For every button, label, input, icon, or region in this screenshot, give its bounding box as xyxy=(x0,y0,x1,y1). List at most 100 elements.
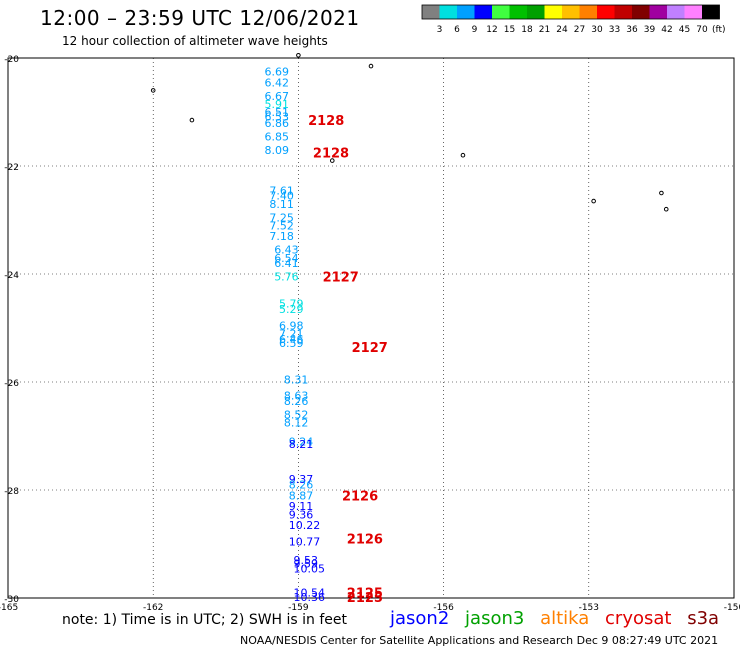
legend-s3a: s3a xyxy=(687,608,720,629)
wave-height-value: 7.21 xyxy=(279,327,304,340)
colorbar-label: 6 xyxy=(454,25,460,35)
colorbar-swatch xyxy=(684,5,702,19)
colorbar-label: 24 xyxy=(556,25,568,35)
wave-height-value: 10.77 xyxy=(289,535,321,548)
pass-number-label: 2126 xyxy=(342,489,378,504)
x-tick-label: -159 xyxy=(288,603,309,610)
island-marker xyxy=(296,53,301,58)
legend-altika: altika xyxy=(540,608,590,629)
wave-height-value: 6.98 xyxy=(279,319,304,332)
plot-frame xyxy=(7,57,735,599)
colorbar-label: 18 xyxy=(521,25,533,35)
wave-height-value: 9.59 xyxy=(294,557,319,570)
y-tick-label: -22 xyxy=(4,163,19,173)
colorbar-label: 33 xyxy=(609,25,620,35)
x-tick-label: -150 xyxy=(724,603,740,610)
wave-height-value: 8.21 xyxy=(289,438,314,451)
wave-height-value: 6.69 xyxy=(265,66,290,79)
pass-number-label: 2127 xyxy=(352,341,388,356)
wave-height-value: 7.52 xyxy=(269,219,294,232)
colorbar-label: 70 xyxy=(696,25,708,35)
chart-title: 12:00 – 23:59 UTC 12/06/2021 xyxy=(40,6,360,30)
pass-number-label: 2125 xyxy=(347,587,383,602)
wave-height-value: 6.86 xyxy=(265,117,290,130)
island-marker xyxy=(368,63,374,69)
x-tick-label: -156 xyxy=(433,603,454,610)
wave-height-value: 5.29 xyxy=(279,303,304,316)
wave-height-value: 10.36 xyxy=(294,591,326,604)
colorbar-swatch xyxy=(474,5,492,19)
wave-height-value: 5.91 xyxy=(265,98,290,111)
chart-subtitle: 12 hour collection of altimeter wave hei… xyxy=(62,34,328,48)
island-marker xyxy=(150,88,156,93)
wave-height-value: 8.31 xyxy=(284,373,309,386)
pass-number-label: 2127 xyxy=(323,271,359,286)
colorbar-label: 27 xyxy=(574,25,585,35)
colorbar-label: 12 xyxy=(486,25,497,35)
y-tick-label: -28 xyxy=(4,487,19,497)
y-tick-label: -26 xyxy=(4,379,19,389)
wave-height-value: 8.26 xyxy=(284,395,309,408)
colorbar-swatch xyxy=(439,5,457,19)
wave-height-value: 7.25 xyxy=(269,211,294,224)
wave-height-value: 8.87 xyxy=(289,489,314,502)
wave-height-value: 7.40 xyxy=(269,190,294,203)
colorbar-label: 39 xyxy=(644,25,656,35)
pass-number-label: 2126 xyxy=(347,533,383,548)
colorbar-swatch xyxy=(614,5,632,19)
colorbar-swatch xyxy=(492,5,510,19)
wave-height-value: 8.09 xyxy=(265,144,290,157)
wave-height-value: 10.54 xyxy=(294,587,326,600)
satellite-legend: jason2 jason3 altika cryosat s3a xyxy=(390,608,729,629)
wave-height-value: 5.76 xyxy=(274,271,299,284)
units-note: note: 1) Time is in UTC; 2) SWH is in fe… xyxy=(62,612,348,628)
wave-height-value: 8.26 xyxy=(289,479,314,492)
colorbar-swatch xyxy=(562,5,580,19)
colorbar-swatch xyxy=(457,5,475,19)
wave-height-value: 6.46 xyxy=(279,333,304,346)
wave-height-value: 6.41 xyxy=(274,257,299,270)
island-marker xyxy=(329,158,335,163)
colorbar-swatch xyxy=(422,5,440,19)
colorbar-swatch xyxy=(544,5,562,19)
colorbar-label: 30 xyxy=(591,25,603,35)
colorbar-label: 45 xyxy=(679,25,690,35)
footer-credit: NOAA/NESDIS Center for Satellite Applica… xyxy=(240,634,719,647)
island-marker xyxy=(663,206,669,212)
colorbar-swatch xyxy=(579,5,597,19)
y-tick-label: -20 xyxy=(4,55,19,65)
colorbar-swatch xyxy=(667,5,685,19)
colorbar-label: 9 xyxy=(472,25,478,35)
island-marker xyxy=(659,190,664,196)
wave-height-value: 6.67 xyxy=(265,90,290,103)
wave-height-value: 7.61 xyxy=(269,184,294,197)
colorbar-swatch xyxy=(649,5,667,19)
colorbar-label: 15 xyxy=(504,25,515,35)
colorbar-unit: (ft) xyxy=(712,25,726,35)
wave-height-value: 8.11 xyxy=(269,198,294,211)
pass-number-label: 2125 xyxy=(347,591,383,606)
wave-height-value: 6.51 xyxy=(265,106,290,119)
wave-height-value: 10.22 xyxy=(289,519,321,532)
island-marker xyxy=(189,117,195,123)
wave-height-value: 9.24 xyxy=(289,435,314,448)
wave-height-value: 10.05 xyxy=(294,562,326,575)
island-marker xyxy=(591,198,596,204)
colorbar-label: 21 xyxy=(539,25,550,35)
y-tick-label: -30 xyxy=(4,595,19,605)
colorbar-swatch xyxy=(632,5,650,19)
x-tick-label: -165 xyxy=(0,603,18,610)
wave-height-value: 6.53 xyxy=(265,110,290,123)
wave-height-value: 6.59 xyxy=(279,337,304,350)
wave-height-value: 9.53 xyxy=(294,554,319,567)
colorbar-label: 36 xyxy=(626,25,638,35)
wave-height-map: -165 -162 -159 -156 -153 -150 -20 -22 -24 -26 -28 -… xyxy=(0,53,740,610)
wave-height-value: 6.54 xyxy=(274,252,299,265)
color-scale-bar: 3 6 9 12 15 18 21 24 27 30 33 36 39 42 45 70 (ft) xyxy=(421,4,726,35)
colorbar-swatch xyxy=(597,5,615,19)
colorbar-swatch xyxy=(527,5,545,19)
colorbar-label: 3 xyxy=(437,25,443,35)
colorbar-swatch xyxy=(702,5,720,19)
wave-height-value: 6.43 xyxy=(274,244,299,257)
colorbar-swatch xyxy=(509,5,527,19)
